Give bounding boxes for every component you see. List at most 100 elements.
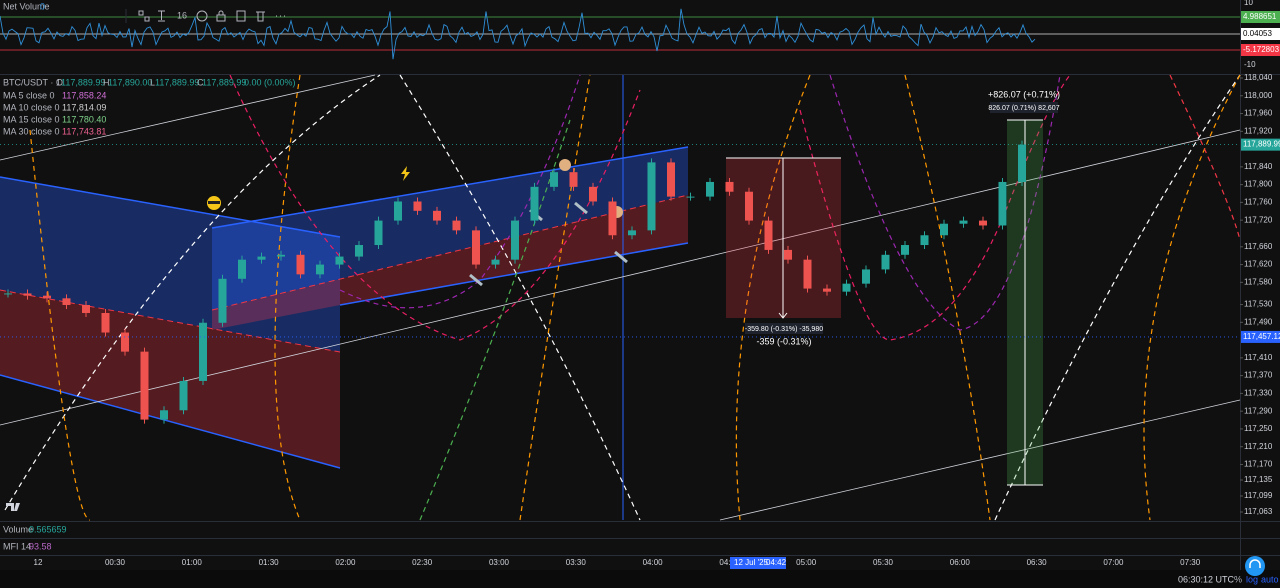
candle [667, 162, 675, 197]
panel-value: 93.58 [29, 541, 52, 551]
toolbar-number[interactable]: 16 [177, 10, 187, 20]
crosshair-time: 04:42 [766, 558, 787, 567]
candle [784, 249, 792, 260]
x-tick-label: 12 [34, 558, 43, 567]
measure-detail: 826.07 (0.71%) 82,607 [988, 105, 1059, 112]
y-tick-label: 117,620 [1244, 260, 1273, 269]
x-tick-label: 07:30 [1180, 558, 1201, 567]
candle [394, 201, 402, 221]
ma-value: 117,743.81 [62, 126, 106, 136]
icon[interactable] [256, 11, 265, 22]
pane-value: 0 [40, 1, 45, 11]
candle [62, 298, 71, 305]
candle [998, 181, 1007, 226]
y-tick-label: 117,840 [1244, 162, 1273, 171]
measure-detail-bg [745, 323, 823, 334]
candle [296, 254, 305, 275]
y-tick-label: 117,920 [1244, 126, 1273, 135]
ma-label[interactable]: MA 30 close 0 [3, 126, 60, 136]
nv-axis-label: -10 [1244, 60, 1256, 69]
nv-marker-badge [1241, 11, 1280, 23]
icon[interactable] [216, 14, 226, 22]
y-tick-label: 117,720 [1244, 215, 1273, 224]
nv-marker-badge [1241, 28, 1280, 40]
candle [1018, 144, 1026, 182]
ohlc-change: 0.00 (0.00%) [244, 77, 296, 87]
x-tick-label: 04:30 [719, 558, 740, 567]
y-tick-label: 117,490 [1244, 317, 1273, 326]
nv-axis-label: 10 [1244, 0, 1253, 7]
help-button[interactable] [1245, 556, 1265, 576]
candle [550, 172, 558, 187]
candle [43, 295, 51, 299]
y-tick-label: 117,370 [1244, 371, 1273, 380]
nv-marker: -5.172803 [1243, 45, 1280, 54]
measure-detail-bg [990, 102, 1058, 113]
ohlc-value: 117,889.99 [202, 77, 246, 87]
candle [628, 230, 636, 236]
help-icon [1249, 559, 1261, 568]
scale-button[interactable]: log [1246, 574, 1258, 584]
ohlc-value: 117,889.99 [61, 77, 105, 87]
price-axis: 118,040 118,000 117,960 117,920 117,840 117,8… [0, 73, 1280, 516]
y-tick-label: 117,330 [1244, 389, 1273, 398]
drawings [0, 74, 1241, 521]
y-tick-label: 117,760 [1244, 197, 1273, 206]
ohlc-key: O [56, 77, 63, 87]
ma-value: 117,780.40 [62, 114, 106, 124]
candle [218, 278, 227, 323]
candle [530, 186, 539, 221]
candle [277, 254, 285, 257]
price-badge [1241, 138, 1280, 151]
measure-title: +826.07 (+0.71%) [988, 89, 1060, 99]
nv-marker: 0.04053 [1243, 29, 1272, 38]
time-axis: 12 00:30 01:00 01:30 02:00 02:30 03:00 03:30 04:… [34, 557, 1201, 569]
icon[interactable] [236, 10, 246, 22]
candle [472, 230, 480, 265]
x-tick-label: 05:30 [873, 558, 894, 567]
icon[interactable] [196, 10, 208, 22]
x-tick-label: 00:30 [105, 558, 126, 567]
candle [257, 256, 266, 260]
y-tick-label: 117,410 [1244, 353, 1273, 362]
nv-marker-badge [1241, 44, 1280, 56]
x-tick-label: 02:30 [412, 558, 433, 567]
ma-label[interactable]: MA 5 close 0 [3, 90, 55, 100]
price-badge-label: 117,457.12 [1243, 332, 1280, 341]
candles [4, 140, 1026, 424]
logo[interactable] [6, 503, 20, 511]
symbol[interactable]: BTC/USDT · 1 [3, 77, 61, 87]
scale-button[interactable]: auto [1261, 574, 1279, 584]
ma-label[interactable]: MA 15 close 0 [3, 114, 60, 124]
candle [452, 220, 461, 231]
y-tick-label: 117,660 [1244, 242, 1273, 251]
ohlc-key: H [103, 77, 110, 87]
candle [121, 332, 129, 352]
x-tick-label: 05:00 [796, 558, 817, 567]
icon[interactable] [138, 10, 144, 16]
candle [491, 259, 500, 265]
y-tick-label: 117,530 [1244, 300, 1273, 309]
candle [355, 245, 363, 257]
ma-label[interactable]: MA 10 close 0 [3, 102, 60, 112]
candle [647, 162, 656, 231]
panel-title: Volume [3, 524, 33, 534]
candle [413, 201, 422, 211]
scale-button[interactable]: % [1234, 574, 1242, 584]
price-badge-label: 117,889.99 [1243, 140, 1280, 149]
y-tick-label: 117,063 [1244, 507, 1273, 516]
y-tick-label: 117,290 [1244, 406, 1273, 415]
candle [979, 220, 987, 226]
pane-title: Net Volume [3, 1, 50, 11]
ohlc-key: C [197, 77, 204, 87]
measure-detail: -359.80 (-0.31%) -35,980 [745, 326, 823, 333]
y-tick-label: 117,099 [1244, 491, 1273, 500]
candle [160, 410, 168, 420]
candle [803, 259, 812, 289]
icon[interactable] [158, 10, 165, 22]
candle [101, 312, 110, 333]
